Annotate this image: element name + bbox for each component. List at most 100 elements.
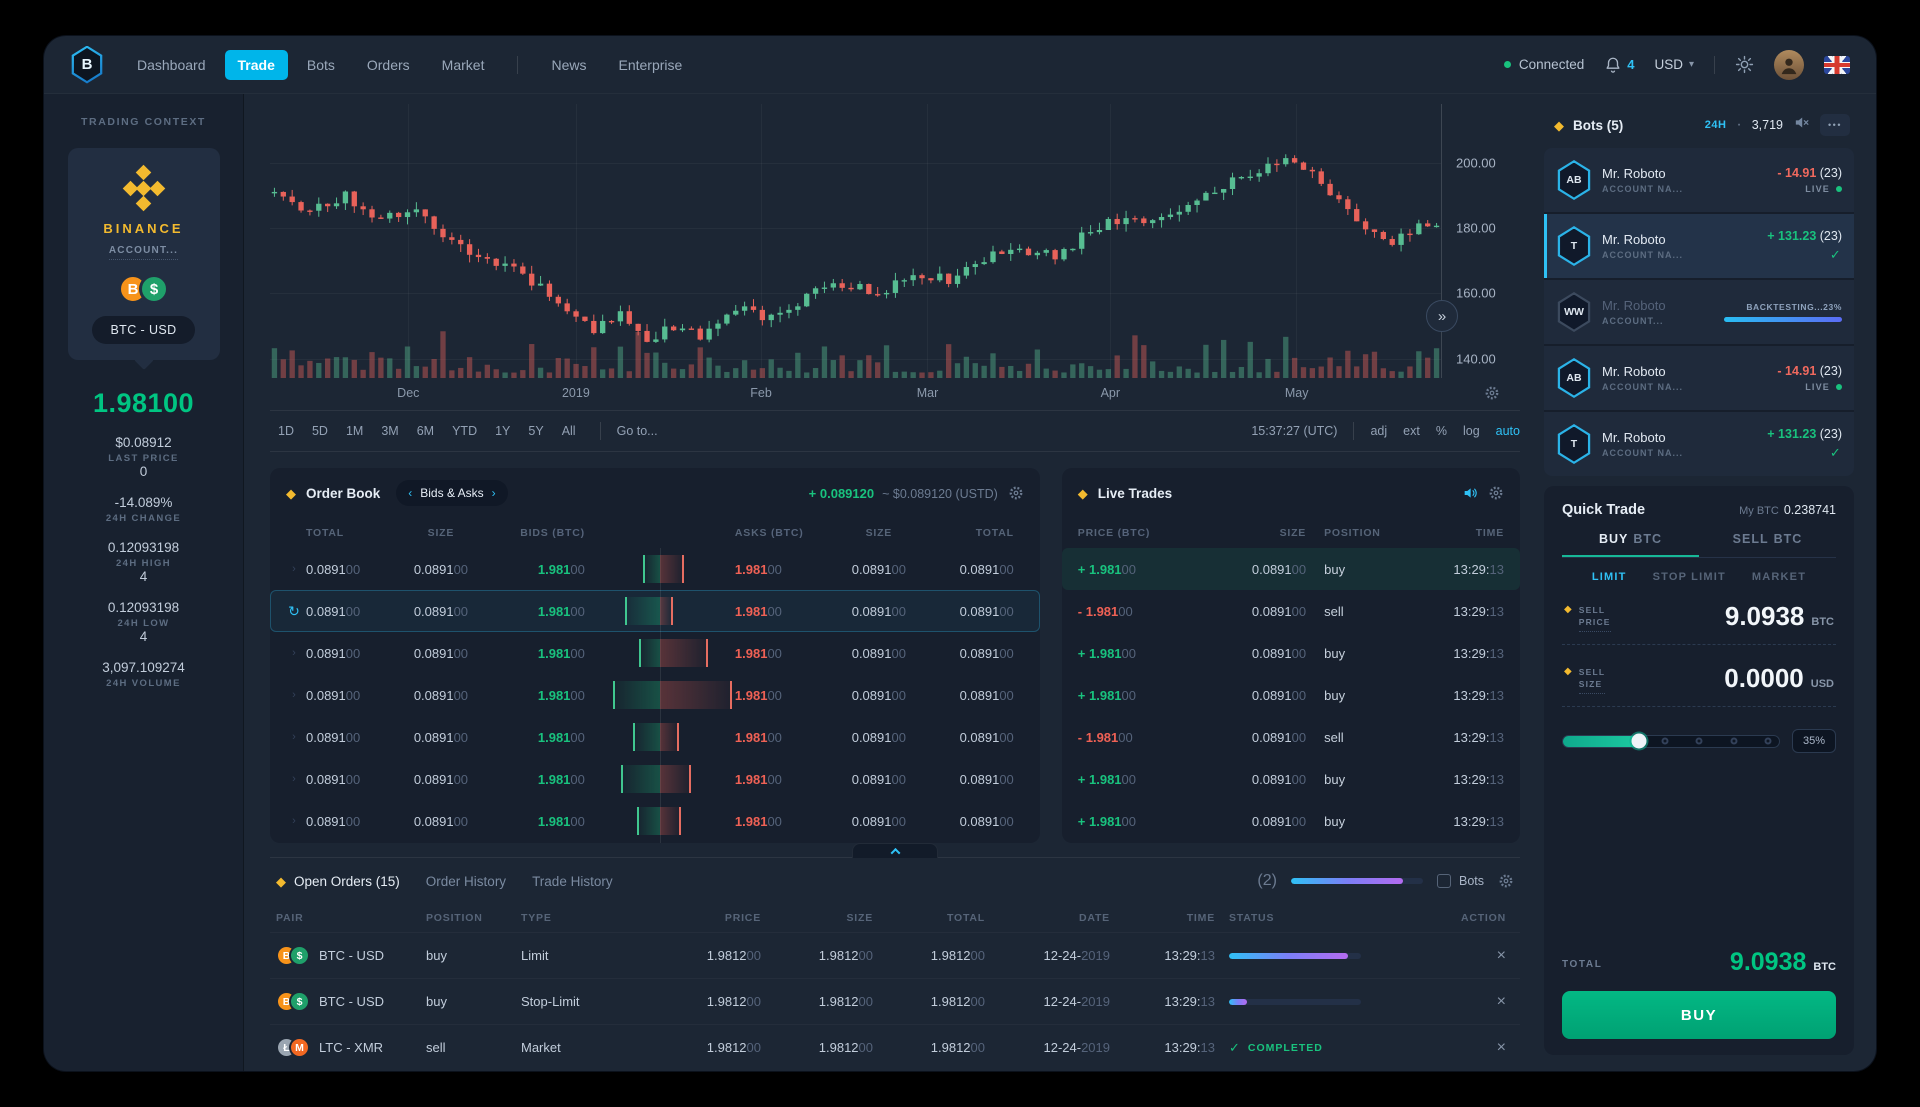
collapse-panel-button[interactable] (852, 843, 938, 858)
mode-auto[interactable]: auto (1495, 424, 1520, 438)
range-3m[interactable]: 3M (381, 424, 399, 438)
size-slider: 35% (1562, 729, 1836, 753)
depth-strip (585, 842, 735, 843)
bot-card[interactable]: WW Mr. Roboto ACCOUNT... BACKTESTING...23% (1544, 280, 1854, 346)
price-field[interactable]: ◆ SELL PRICE 9.0938 BTC (1562, 593, 1836, 645)
range-6m[interactable]: 6M (416, 424, 435, 438)
nav-item-trade[interactable]: Trade (224, 49, 288, 80)
range-5y[interactable]: 5Y (528, 424, 544, 438)
tab-sell-btc[interactable]: SELL BTC (1732, 532, 1803, 546)
cancel-order-button[interactable]: × (1496, 992, 1506, 1010)
bid-depth-bar (632, 723, 660, 751)
range-all[interactable]: All (561, 424, 576, 438)
language-flag[interactable] (1824, 55, 1850, 74)
pair-selector[interactable]: BTC - USD (92, 316, 195, 344)
notifications-button[interactable]: 4 (1604, 56, 1634, 74)
speaker-muted-icon (1795, 117, 1809, 128)
chart-settings-button[interactable] (1484, 385, 1500, 406)
range-ytd[interactable]: YTD (452, 424, 478, 438)
range-buttons: 1D 5D 1M 3M 6M YTD 1Y 5Y All (270, 419, 584, 443)
price-input[interactable]: 9.0938 (1724, 601, 1805, 631)
mute-toggle[interactable] (1793, 114, 1810, 136)
order-type-stop-limit[interactable]: STOP LIMIT (1652, 571, 1726, 583)
bot-card[interactable]: T Mr. Roboto ACCOUNT NA... + 131.23 (23) ✓ (1544, 412, 1854, 476)
mode-ext[interactable]: ext (1403, 424, 1420, 438)
column-header: BIDS (BTC) (520, 527, 585, 539)
buy-button[interactable]: BUY (1562, 991, 1836, 1039)
goto-button[interactable]: Go to... (616, 424, 658, 438)
bots-filter-checkbox[interactable]: Bots (1436, 874, 1484, 888)
cancel-order-button[interactable]: × (1496, 946, 1506, 964)
mode-[interactable]: % (1435, 424, 1447, 438)
tab-trade-history[interactable]: Trade History (532, 873, 613, 889)
mode-log[interactable]: log (1462, 424, 1480, 438)
app-logo[interactable]: B (71, 45, 103, 84)
nav-item-news[interactable]: News (551, 56, 587, 73)
range-5d[interactable]: 5D (311, 424, 328, 438)
bot-card[interactable]: AB Mr. Roboto ACCOUNT NA... - 14.91 (23) LIV… (1544, 148, 1854, 214)
range-1m[interactable]: 1M (345, 424, 364, 438)
bot-card[interactable]: T Mr. Roboto ACCOUNT NA... + 131.23 (23) ✓ (1544, 214, 1854, 280)
size-input[interactable]: 0.0000 (1724, 663, 1804, 693)
nav-item-market[interactable]: Market (441, 56, 485, 73)
tab-buy-btc[interactable]: BUY BTC (1562, 532, 1699, 557)
slider-track[interactable] (1562, 733, 1780, 749)
order-book-settings-button[interactable] (1008, 485, 1024, 501)
mode-adj[interactable]: adj (1370, 424, 1388, 438)
currency-selector[interactable]: USD ▾ (1654, 57, 1694, 72)
bots-header: ◆ Bots (5) 24H · 3,719 ••• (1544, 102, 1854, 148)
checkbox-icon (1436, 874, 1451, 888)
field-value-group: 9.0938 BTC (1725, 601, 1834, 632)
order-book-row[interactable]: ↻ 0.089100 0.089100 1.98100 1.98100 0.089100 0… (270, 590, 1040, 632)
bots-more-button[interactable]: ••• (1820, 114, 1850, 136)
nav-item-enterprise[interactable]: Enterprise (618, 56, 683, 73)
bots-header-controls: 24H · 3,719 ••• (1705, 114, 1850, 136)
order-book-row[interactable]: ›0.0891000.0891001.981001.981000.0891000… (270, 842, 1040, 843)
bot-account: ACCOUNT... (1602, 316, 1664, 326)
account-selector[interactable]: ACCOUNT... (108, 245, 179, 260)
pair-cell: B $ BTC - USD (276, 945, 426, 966)
cancel-order-button[interactable]: × (1496, 1038, 1506, 1056)
price-chart-canvas[interactable] (270, 104, 1441, 378)
order-type-limit[interactable]: LIMIT (1591, 571, 1627, 583)
pair-cell: Ł M LTC - XMR (276, 1037, 426, 1058)
nav-item-bots[interactable]: Bots (306, 56, 335, 73)
slider-handle[interactable] (1631, 733, 1647, 749)
live-trades-settings-button[interactable] (1488, 485, 1504, 501)
ask-depth-bar (659, 639, 708, 667)
size-field[interactable]: ◆ SELL SIZE 0.0000 USD (1562, 655, 1836, 707)
unit-label: USD (1810, 678, 1834, 690)
ask-depth-bar (659, 723, 680, 751)
range-1d[interactable]: 1D (278, 424, 294, 438)
exchange-card[interactable]: BINANCE ACCOUNT... B $ BTC - USD (67, 148, 220, 360)
bot-status: LIVE (1777, 184, 1842, 194)
tab-open-orders-15[interactable]: ◆ Open Orders (15) (276, 873, 400, 889)
stat-24h-low: 0.12093198 24H LOW 4 (107, 600, 180, 644)
total-label: TOTAL (1562, 959, 1603, 970)
theme-toggle[interactable] (1735, 55, 1754, 74)
column-header: TYPE (521, 912, 552, 924)
bids-asks-selector[interactable]: ‹ Bids & Asks › (396, 480, 508, 506)
order-book-panel: ◆ Order Book ‹ Bids & Asks › + 0.089120 … (270, 468, 1040, 843)
range-1y[interactable]: 1Y (495, 424, 511, 438)
orders-progress (1290, 878, 1423, 884)
chart-expand-button[interactable]: » (1426, 300, 1458, 332)
nav-item-dashboard[interactable]: Dashboard (137, 56, 206, 73)
tab-order-history[interactable]: Order History (425, 873, 507, 889)
period-label[interactable]: 24H (1704, 119, 1727, 131)
orders-settings-button[interactable] (1498, 873, 1514, 889)
user-avatar[interactable] (1774, 49, 1804, 80)
order-type-market[interactable]: MARKET (1751, 571, 1807, 583)
nav-item-orders[interactable]: Orders (366, 56, 410, 73)
status-dot-icon (1503, 61, 1511, 68)
sound-toggle[interactable] (1462, 485, 1478, 501)
bot-avatar: T (1557, 424, 1591, 464)
binance-icon: ◆ (286, 485, 296, 501)
bot-card[interactable]: AB Mr. Roboto ACCOUNT NA... - 14.91 (23) LIV… (1544, 346, 1854, 412)
